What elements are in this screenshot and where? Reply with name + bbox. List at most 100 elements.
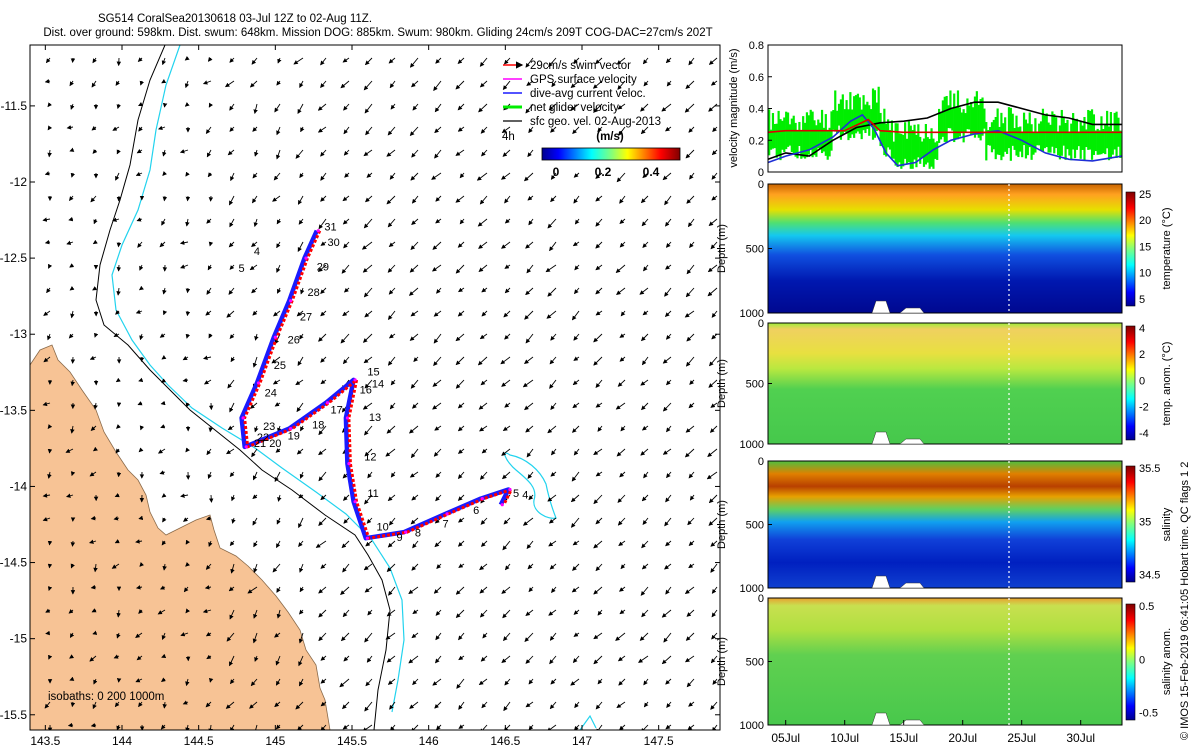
velocity-arrow — [479, 586, 488, 594]
velocity-arrow — [362, 333, 373, 343]
velocity-arrow — [389, 172, 396, 180]
velocity-arrow — [92, 148, 98, 154]
velocity-arrow — [204, 585, 212, 590]
velocity-arrow — [409, 126, 419, 137]
velocity-arrow — [641, 563, 649, 570]
velocity-arrow — [525, 103, 534, 114]
velocity-arrow — [458, 632, 465, 641]
section-cbar-tick: 5 — [1139, 294, 1145, 306]
velocity-ytick-label: 0.6 — [749, 72, 764, 84]
velocity-arrow — [615, 402, 626, 410]
velocity-arrow — [70, 103, 75, 110]
velocity-arrow — [43, 356, 51, 363]
section-cbar-tick: 35.5 — [1139, 463, 1160, 475]
velocity-arrow — [501, 448, 511, 456]
velocity-arrow — [318, 218, 327, 230]
velocity-arrow — [250, 678, 258, 687]
velocity-arrow — [500, 356, 511, 365]
velocity-arrow — [363, 218, 373, 229]
velocity-arrow — [525, 609, 534, 616]
velocity-arrow — [710, 80, 718, 86]
velocity-arrow — [207, 172, 213, 178]
velocity-arrow — [70, 471, 76, 477]
velocity-arrow — [320, 678, 327, 684]
velocity-arrow — [642, 310, 649, 316]
velocity-arrow — [410, 448, 419, 459]
velocity-arrow — [66, 125, 74, 130]
temp-anomaly-heatmap — [768, 323, 1122, 444]
velocity-arrow — [252, 471, 258, 481]
velocity-arrow — [91, 80, 97, 88]
velocity-arrow — [528, 126, 534, 134]
velocity-arrow — [300, 425, 305, 432]
velocity-arrow — [318, 333, 327, 342]
velocity-ytick-label: 0.2 — [749, 135, 764, 147]
velocity-arrow — [641, 333, 649, 342]
velocity-arrow — [411, 195, 419, 204]
velocity-arrow — [479, 471, 488, 480]
colorbar-title: (m/s) — [596, 131, 624, 143]
velocity-arrow — [618, 678, 626, 686]
velocity-arrow — [111, 563, 120, 569]
velocity-arrow — [135, 171, 143, 177]
velocity-ylabel: velocity magnitude (m/s) — [728, 48, 740, 167]
velocity-arrow — [639, 632, 649, 641]
velocity-arrow — [571, 471, 580, 482]
velocity-arrow — [277, 494, 282, 502]
velocity-arrow — [528, 678, 534, 685]
section-cbar-label: salinity — [1161, 507, 1173, 541]
track-day-label: 23 — [263, 421, 275, 433]
velocity-arrow — [320, 494, 327, 501]
velocity-arrow — [457, 310, 465, 317]
velocity-arrow — [364, 632, 373, 643]
velocity-arrow — [69, 632, 75, 639]
velocity-arrow — [688, 471, 695, 479]
velocity-arrow — [113, 332, 120, 337]
velocity-arrow — [459, 172, 465, 179]
velocity-arrow — [641, 356, 649, 366]
salinity-anomaly-panel — [767, 597, 1136, 726]
section-ytick-label: 1000 — [740, 308, 764, 320]
velocity-arrow — [387, 264, 396, 273]
velocity-arrow — [502, 425, 511, 431]
velocity-arrow — [249, 264, 258, 271]
velocity-arrow — [547, 425, 557, 434]
velocity-arrow — [229, 471, 235, 478]
velocity-arrow — [503, 701, 511, 712]
velocity-arrow — [387, 310, 396, 320]
velocity-arrow — [205, 516, 212, 521]
velocity-arrow — [685, 356, 695, 367]
velocity-arrow — [139, 80, 144, 86]
no-data-notch — [871, 431, 925, 445]
velocity-arrow — [504, 402, 511, 408]
velocity-arrow — [45, 630, 51, 636]
velocity-arrow — [433, 586, 442, 594]
velocity-arrow — [206, 287, 212, 295]
track-surfacing-point — [316, 229, 320, 233]
velocity-arrow — [112, 126, 120, 131]
velocity-arrow — [502, 609, 511, 619]
velocity-arrow — [390, 471, 396, 478]
velocity-arrow — [276, 609, 282, 619]
velocity-arrow — [48, 263, 53, 269]
velocity-arrow — [593, 103, 603, 113]
velocity-arrow — [481, 448, 488, 454]
track-day-label: 21 — [254, 438, 266, 450]
velocity-arrow — [318, 471, 327, 482]
velocity-arrow — [433, 80, 442, 92]
velocity-arrow — [185, 171, 190, 177]
surface-velocity-field — [42, 55, 718, 730]
velocity-arrow — [431, 172, 442, 180]
velocity-arrow — [276, 540, 281, 549]
velocity-arrow — [139, 264, 144, 271]
velocity-arrow — [363, 356, 373, 364]
velocity-arrow — [479, 333, 488, 340]
velocity-arrow — [161, 79, 167, 84]
velocity-arrow — [435, 471, 442, 478]
velocity-arrow — [642, 172, 649, 179]
velocity-arrow — [550, 402, 557, 411]
velocity-arrow — [343, 126, 350, 135]
velocity-arrow — [640, 379, 649, 386]
velocity-arrow — [480, 379, 488, 386]
velocity-arrow — [480, 126, 488, 134]
